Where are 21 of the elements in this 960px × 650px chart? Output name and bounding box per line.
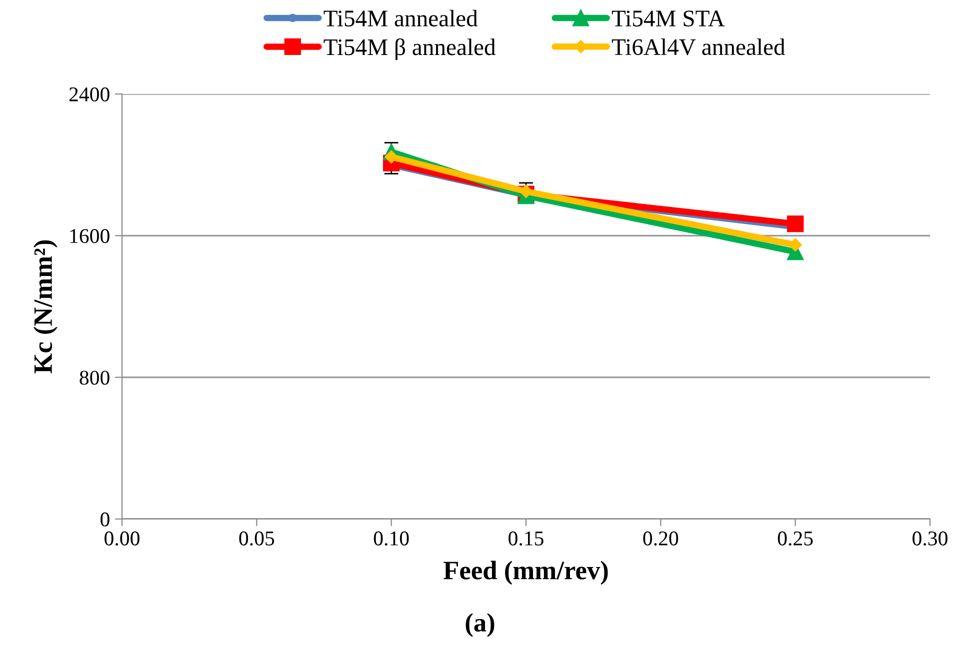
legend-label: Ti6Al4V annealed — [612, 38, 786, 56]
x-tick-label: 0.20 — [643, 531, 678, 546]
point — [788, 238, 802, 252]
x-tick-label: 0.00 — [104, 531, 140, 546]
y-tick-label: 0 — [100, 512, 110, 526]
x-tick-label: 0.25 — [778, 531, 813, 546]
text: (a) — [466, 613, 494, 637]
y-tick-label: 2400 — [69, 87, 110, 102]
y-tick-label: 800 — [80, 370, 110, 385]
point — [787, 215, 804, 232]
x-tick-label: 0.05 — [239, 531, 274, 546]
point — [519, 184, 533, 198]
legend-label: Ti54M β annealed — [324, 38, 496, 60]
legend-label: Ti54M STA — [612, 10, 725, 26]
x-tick-label: 0.30 — [912, 531, 948, 546]
legend-label: Ti54M annealed — [324, 10, 478, 26]
y-axis-title: Kc (N/mm²) — [33, 240, 58, 374]
x-axis-title: Feed (mm/rev) — [444, 560, 608, 585]
y-tick-label: 1600 — [70, 229, 110, 244]
x-tick-label: 0.15 — [508, 531, 544, 546]
x-tick-label: 0.10 — [374, 531, 409, 546]
